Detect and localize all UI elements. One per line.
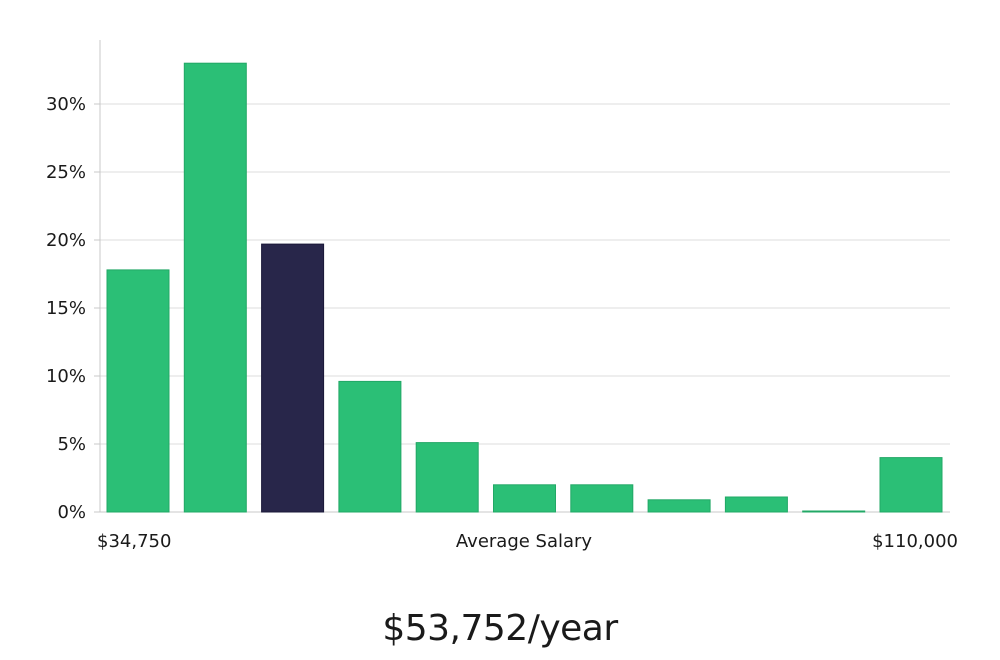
y-tick-label: 20%: [46, 230, 86, 251]
x-axis-labels: $34,750 Average Salary $110,000: [97, 531, 958, 552]
bar: [493, 484, 556, 513]
salary-histogram: 0% 5% 10% 15% 20% 25% 30% $34,750 Average Sala…: [46, 40, 958, 552]
bar: [106, 269, 170, 513]
bars: [106, 62, 943, 513]
y-tick-label: 30%: [46, 94, 86, 115]
y-tick-label: 25%: [46, 162, 86, 183]
y-tick-label: 5%: [57, 434, 86, 455]
y-tick-label: 0%: [57, 502, 86, 523]
bar-highlighted: [261, 243, 325, 513]
x-min-label: $34,750: [97, 531, 171, 552]
y-tick-label: 15%: [46, 298, 86, 319]
bar: [338, 380, 402, 513]
x-max-label: $110,000: [872, 531, 958, 552]
bar: [724, 496, 788, 513]
x-center-label: Average Salary: [456, 531, 593, 552]
average-salary-value: $53,752/year: [382, 608, 618, 649]
y-tick-labels: 0% 5% 10% 15% 20% 25% 30%: [46, 94, 86, 523]
bar: [415, 442, 479, 513]
bar: [879, 457, 943, 513]
bar: [802, 510, 866, 513]
y-tick-label: 10%: [46, 366, 86, 387]
bar: [183, 62, 247, 513]
bar: [570, 484, 634, 513]
bar: [647, 499, 711, 513]
